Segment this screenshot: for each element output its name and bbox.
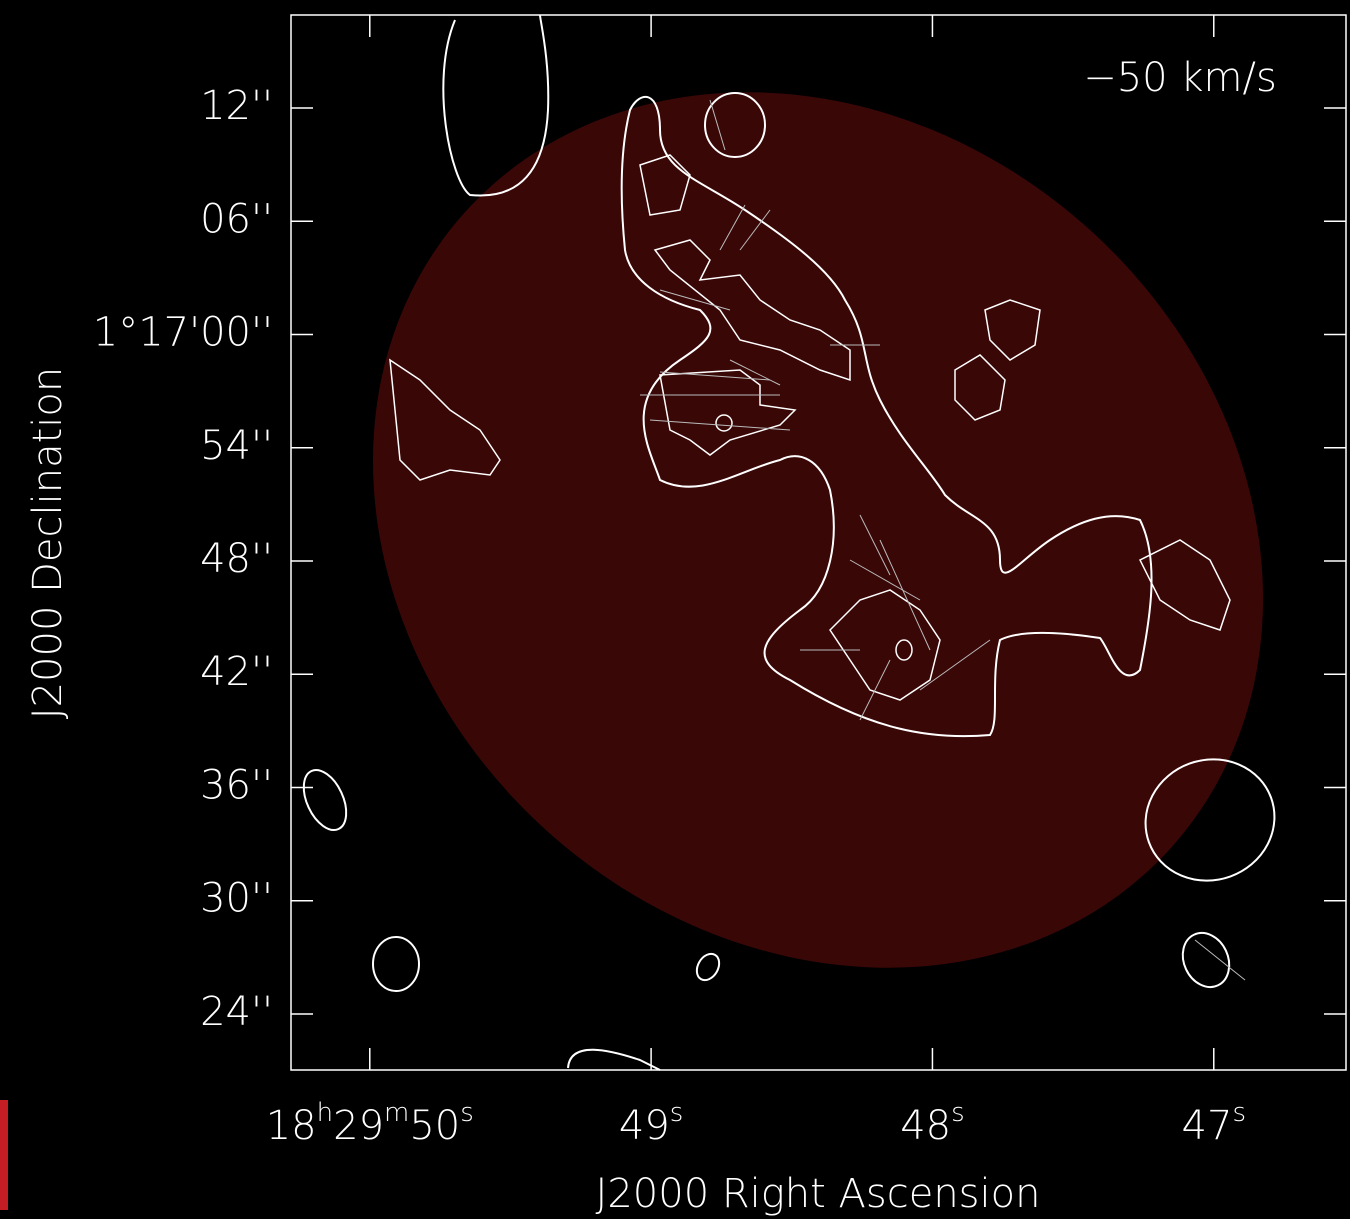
- y-tick-label: 48'': [200, 536, 273, 582]
- chart: −50 km/s J2000 Right Ascension J2000 Dec…: [0, 0, 1350, 1219]
- annotation: −50 km/s: [1083, 55, 1277, 101]
- y-tick-label: 30'': [200, 876, 273, 922]
- y-tick-label: 42'': [200, 649, 273, 695]
- y-axis-title: J2000 Declination: [25, 367, 71, 719]
- y-tick-label: 24'': [200, 989, 273, 1035]
- x-tick-label: 18h29m50s: [266, 1098, 474, 1150]
- y-tick-label: 36'': [200, 762, 273, 808]
- mask: [291, 0, 1350, 15]
- logo-fragment: [0, 1100, 8, 1210]
- x-axis-title: J2000 Right Ascension: [596, 1171, 1041, 1217]
- y-tick-label: 1°17'00'': [93, 310, 273, 356]
- y-tick-label: 54'': [200, 423, 273, 469]
- y-tick-label: 06'': [200, 196, 273, 242]
- y-tick-label: 12'': [200, 83, 273, 129]
